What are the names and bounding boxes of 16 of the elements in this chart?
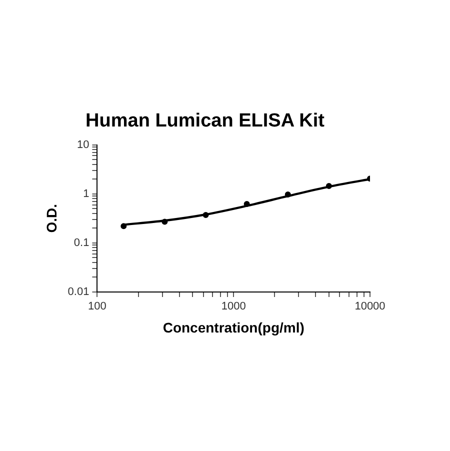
x-tick-label: 100 — [88, 300, 106, 313]
point — [244, 201, 250, 208]
point — [120, 223, 127, 230]
point — [326, 182, 332, 189]
y-axis-title: O.D. — [43, 204, 60, 233]
y-tick-label: 0.1 — [74, 236, 90, 249]
chart-title: Human Lumican ELISA Kit — [86, 110, 326, 132]
y-tick-label: 0.01 — [68, 286, 90, 298]
x-tick-label: 10000 — [354, 300, 386, 313]
point — [202, 212, 209, 218]
point — [162, 218, 168, 225]
point — [284, 192, 291, 198]
x-tick-label: 1000 — [221, 300, 246, 313]
y-tick-label: 1 — [83, 188, 90, 200]
y-tick-label: 10 — [76, 138, 90, 151]
x-axis-title: Concentration(pg/ml) — [162, 319, 304, 336]
